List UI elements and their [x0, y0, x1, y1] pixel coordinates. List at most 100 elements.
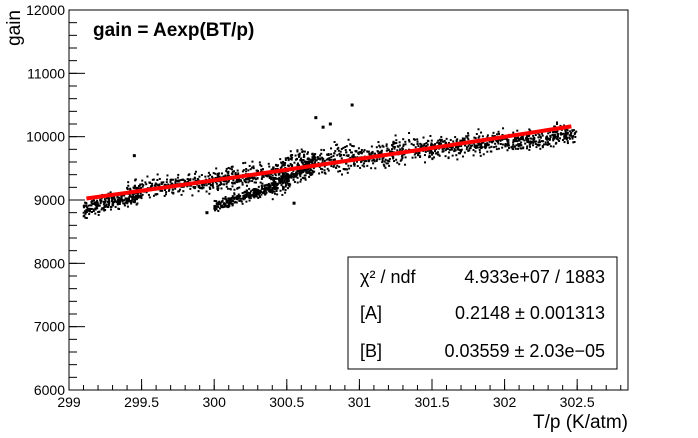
data-point: [418, 152, 421, 155]
data-point: [261, 176, 264, 179]
data-point: [266, 175, 269, 178]
data-point: [460, 139, 463, 142]
data-point: [568, 136, 571, 139]
data-point: [272, 168, 275, 171]
data-point: [287, 158, 290, 161]
data-point: [182, 190, 185, 193]
data-point: [303, 163, 306, 166]
data-point: [270, 178, 273, 181]
data-point: [283, 175, 286, 178]
data-point: [217, 175, 220, 178]
data-point: [323, 165, 326, 168]
data-point: [90, 207, 93, 210]
data-point: [230, 198, 233, 201]
stats-box: χ² / ndf 4.933e+07 / 1883 [A] 0.2148 ± 0…: [347, 256, 618, 370]
data-point: [572, 141, 575, 144]
data-point: [275, 190, 278, 193]
x-tick-label: 302.5: [560, 394, 595, 410]
data-point: [212, 186, 215, 189]
data-point: [249, 197, 252, 200]
data-point: [385, 143, 388, 146]
data-point: [253, 176, 256, 179]
data-point: [526, 145, 529, 148]
data-point: [442, 147, 445, 150]
data-point: [136, 195, 139, 198]
data-point: [108, 199, 111, 202]
data-point: [241, 183, 244, 186]
data-point: [245, 195, 248, 198]
data-point: [304, 178, 307, 181]
data-point: [171, 191, 174, 194]
data-point: [501, 146, 504, 149]
data-point: [398, 141, 401, 144]
data-point: [229, 188, 232, 191]
data-point: [371, 152, 374, 155]
data-point: [481, 141, 484, 144]
data-point: [555, 123, 558, 126]
data-point: [167, 189, 170, 192]
data-point: [530, 140, 533, 143]
data-point: [242, 194, 245, 197]
data-point: [546, 135, 549, 138]
data-point: [427, 140, 430, 143]
data-point: [309, 160, 312, 163]
data-point: [211, 182, 214, 185]
data-point: [105, 203, 108, 206]
data-point: [517, 145, 520, 148]
data-point: [284, 161, 287, 164]
data-point: [261, 174, 264, 177]
data-point: [321, 125, 325, 129]
data-point: [540, 132, 543, 135]
data-point: [240, 179, 243, 182]
data-point: [221, 197, 224, 200]
data-point: [253, 188, 256, 191]
data-point: [333, 152, 336, 155]
data-point: [408, 140, 411, 143]
data-point: [123, 204, 126, 207]
data-point: [350, 164, 353, 167]
data-point: [430, 139, 433, 142]
data-point: [568, 137, 571, 140]
data-point: [274, 172, 277, 175]
data-point: [260, 168, 263, 171]
data-point: [128, 194, 131, 197]
data-point: [393, 160, 396, 163]
data-point: [497, 142, 500, 145]
data-point: [391, 148, 394, 151]
data-point: [396, 149, 399, 152]
data-point: [255, 169, 258, 172]
data-point: [282, 186, 285, 189]
data-point: [541, 146, 544, 149]
data-point: [555, 131, 558, 134]
data-point: [267, 162, 270, 165]
data-point: [137, 187, 140, 190]
data-point: [416, 142, 419, 145]
data-point: [426, 143, 429, 146]
data-point: [552, 139, 555, 142]
data-point: [534, 142, 537, 145]
data-point: [218, 200, 221, 203]
data-point: [353, 160, 356, 163]
data-point: [528, 141, 531, 144]
data-point: [312, 171, 315, 174]
data-point: [227, 202, 230, 205]
data-point: [272, 181, 275, 184]
data-point: [257, 196, 260, 199]
data-point: [480, 143, 483, 146]
data-point: [306, 151, 309, 154]
data-point: [437, 139, 440, 142]
data-point: [507, 144, 510, 147]
data-point: [261, 191, 264, 194]
data-point: [360, 148, 363, 151]
data-point: [271, 174, 274, 177]
data-point: [84, 212, 87, 215]
data-point: [158, 177, 161, 180]
data-point: [127, 184, 130, 187]
data-point: [241, 181, 244, 184]
data-point: [230, 172, 233, 175]
data-point: [439, 140, 442, 143]
data-point: [414, 152, 417, 155]
data-point: [314, 156, 317, 159]
data-point: [517, 139, 520, 142]
